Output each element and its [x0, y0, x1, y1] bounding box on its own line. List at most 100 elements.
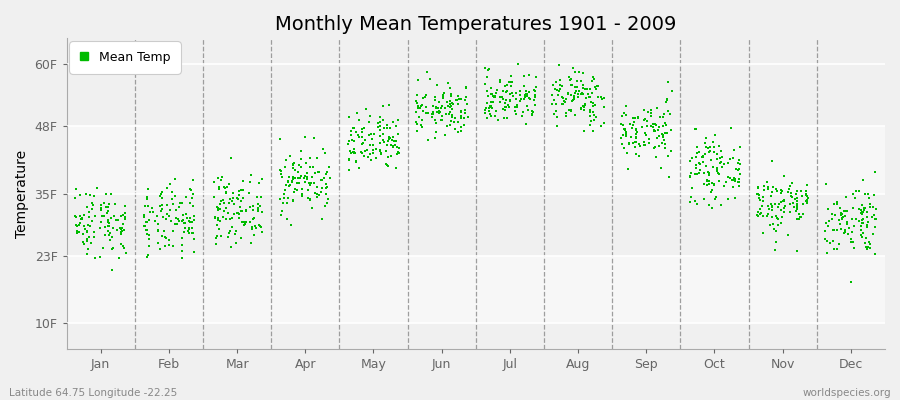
- Point: [580, 86, 594, 92]
- Point: [68, 194, 83, 201]
- Point: [683, 173, 698, 179]
- Point: [751, 213, 765, 219]
- Point: [482, 105, 497, 111]
- Point: [703, 148, 717, 154]
- Point: [390, 151, 404, 157]
- Point: [559, 113, 573, 119]
- Point: [484, 91, 499, 97]
- Point: [495, 94, 509, 100]
- Point: [719, 179, 733, 185]
- Point: [315, 177, 329, 184]
- Point: [248, 223, 262, 230]
- Point: [773, 207, 788, 213]
- Point: [523, 95, 537, 102]
- Point: [444, 102, 458, 109]
- Point: [244, 172, 258, 178]
- Point: [721, 160, 735, 166]
- Point: [364, 136, 379, 142]
- Point: [415, 124, 429, 130]
- Point: [101, 217, 115, 224]
- Point: [308, 170, 322, 176]
- Point: [410, 100, 425, 106]
- Point: [95, 213, 110, 219]
- Point: [699, 178, 714, 184]
- Point: [854, 227, 868, 234]
- Point: [483, 104, 498, 110]
- Point: [97, 212, 112, 219]
- Point: [382, 102, 396, 108]
- Point: [172, 218, 186, 224]
- Point: [276, 191, 291, 198]
- Point: [733, 161, 747, 168]
- Point: [319, 191, 333, 198]
- Point: [320, 199, 334, 206]
- Point: [525, 107, 539, 114]
- Point: [490, 108, 504, 114]
- Point: [358, 106, 373, 112]
- Point: [777, 198, 791, 204]
- Point: [644, 106, 658, 113]
- Point: [239, 206, 254, 213]
- Point: [827, 246, 842, 252]
- Point: [830, 246, 844, 252]
- Point: [420, 136, 435, 143]
- Point: [783, 183, 797, 190]
- Point: [303, 196, 318, 202]
- Point: [376, 139, 391, 145]
- Point: [77, 226, 92, 232]
- Point: [86, 192, 101, 199]
- Point: [285, 162, 300, 168]
- Point: [209, 234, 223, 241]
- Point: [286, 174, 301, 180]
- Point: [301, 187, 315, 194]
- Point: [862, 245, 877, 251]
- Point: [835, 214, 850, 221]
- Point: [700, 182, 715, 188]
- Point: [310, 190, 324, 197]
- Point: [176, 212, 191, 218]
- Point: [777, 209, 791, 215]
- Point: [107, 213, 122, 220]
- Point: [706, 138, 720, 145]
- Bar: [67, 126, 885, 194]
- Point: [387, 138, 401, 144]
- Point: [315, 216, 329, 222]
- Point: [354, 148, 368, 155]
- Point: [166, 242, 180, 249]
- Point: [499, 89, 513, 96]
- Point: [305, 173, 320, 180]
- Point: [69, 223, 84, 230]
- Point: [246, 207, 260, 213]
- Point: [854, 202, 868, 209]
- Point: [701, 145, 716, 151]
- Point: [425, 114, 439, 120]
- Legend: Mean Temp: Mean Temp: [73, 44, 176, 70]
- Point: [319, 181, 333, 187]
- Point: [294, 190, 309, 197]
- Point: [451, 101, 465, 107]
- Point: [756, 194, 770, 200]
- Point: [627, 115, 642, 121]
- Point: [444, 118, 458, 124]
- Point: [692, 160, 706, 166]
- Point: [380, 124, 394, 131]
- Point: [548, 101, 562, 107]
- Point: [732, 157, 746, 164]
- Point: [152, 193, 166, 199]
- Point: [500, 115, 515, 121]
- Point: [213, 177, 228, 183]
- Point: [391, 117, 405, 123]
- Point: [500, 82, 514, 88]
- Point: [518, 88, 533, 94]
- Point: [830, 199, 844, 205]
- Point: [651, 126, 665, 133]
- Point: [368, 146, 382, 152]
- Point: [563, 76, 578, 82]
- Point: [856, 209, 870, 215]
- Point: [243, 179, 257, 185]
- Point: [295, 193, 310, 200]
- Point: [838, 227, 852, 233]
- Point: [619, 133, 634, 139]
- Point: [225, 224, 239, 230]
- Point: [790, 206, 805, 212]
